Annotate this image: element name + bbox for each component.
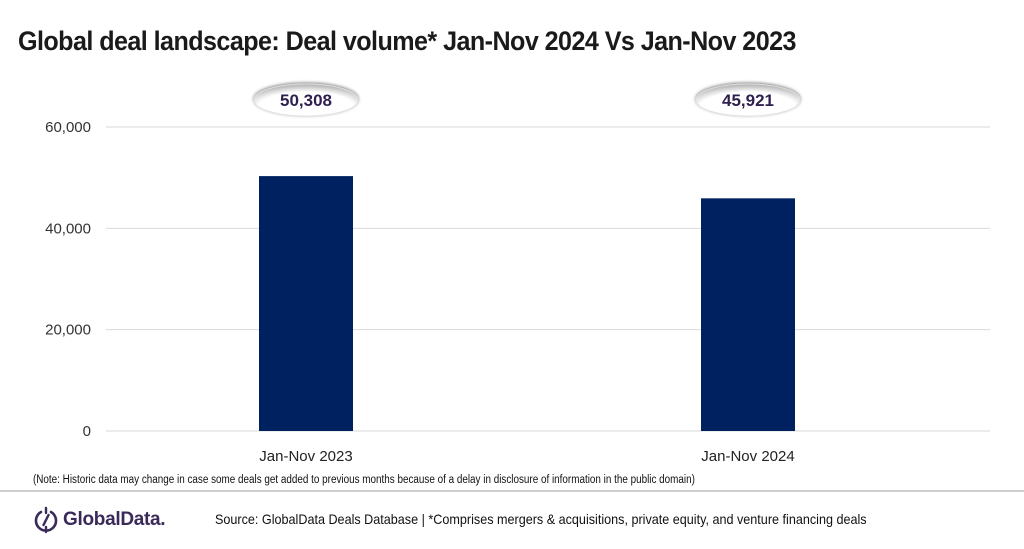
footer-divider (0, 490, 1024, 492)
data-label-text: 45,921 (722, 91, 774, 110)
globaldata-logo: GlobalData. (34, 506, 166, 534)
y-tick-label: 40,000 (45, 220, 91, 237)
source-text: Source: GlobalData Deals Database | *Com… (215, 511, 867, 527)
y-tick-label: 0 (83, 423, 91, 440)
logo-text: GlobalData. (63, 509, 166, 530)
bar (259, 176, 353, 431)
x-tick-label: Jan-Nov 2024 (701, 448, 794, 465)
bar (701, 198, 795, 431)
bar-chart: 0 20,000 40,000 60,000 50,308 45,921 Jan-Nov… (45, 83, 990, 465)
globaldata-logo-icon (34, 506, 58, 534)
x-tick-label: Jan-Nov 2023 (259, 448, 352, 465)
chart-title: Global deal landscape: Deal volume* Jan-… (18, 26, 796, 56)
y-tick-label: 20,000 (45, 322, 91, 339)
data-label-bubble (253, 83, 359, 117)
data-label-text: 50,308 (280, 91, 332, 110)
data-label: 50,308 (253, 83, 359, 117)
data-label-bubble (695, 83, 801, 117)
data-label: 45,921 (695, 83, 801, 117)
y-tick-label: 60,000 (45, 119, 91, 136)
chart-note: (Note: Historic data may change in case … (33, 474, 695, 486)
